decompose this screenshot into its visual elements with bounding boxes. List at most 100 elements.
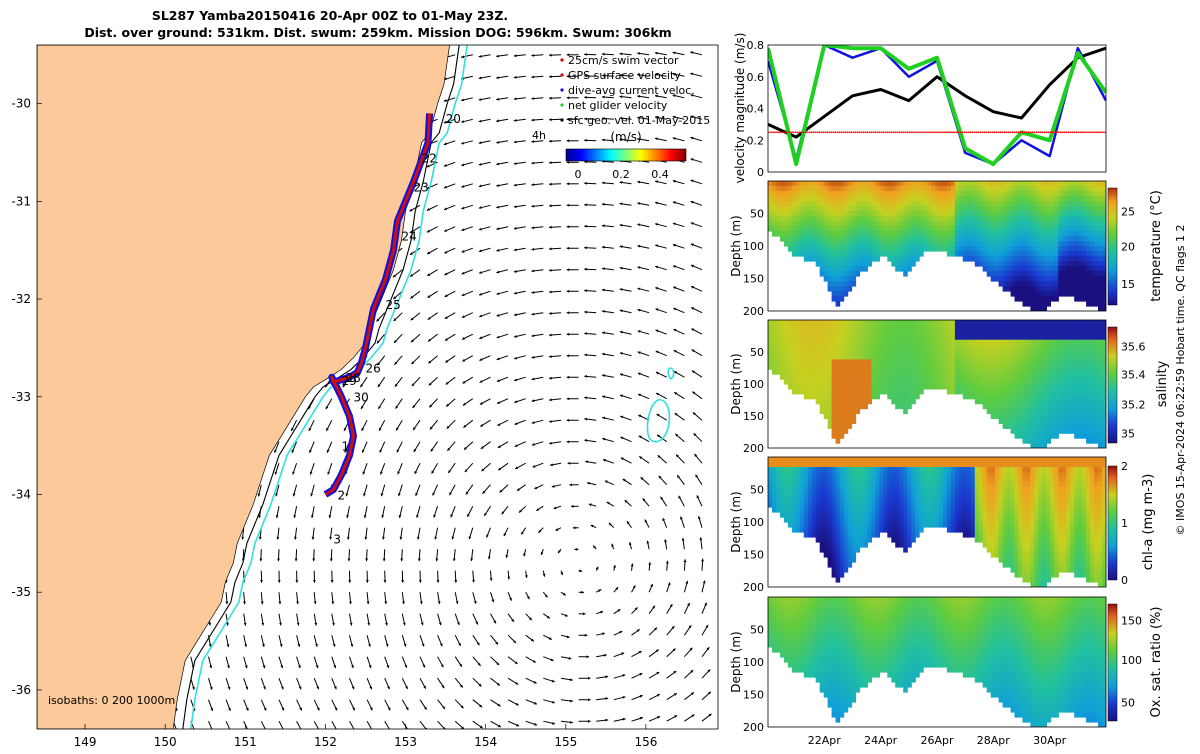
section-cell — [795, 472, 801, 478]
section-cell — [998, 522, 1004, 528]
section-cell — [962, 324, 968, 331]
section-cell — [839, 418, 845, 424]
section-cell — [1026, 349, 1032, 355]
section-cell — [962, 364, 968, 370]
section-cell — [974, 256, 980, 262]
section-cell — [1010, 196, 1016, 202]
section-cell — [847, 403, 853, 410]
section-cell — [791, 231, 797, 237]
section-cell — [958, 487, 964, 493]
section-cell — [855, 320, 861, 326]
section-cell — [839, 201, 845, 207]
section-cell — [859, 467, 865, 473]
section-cell — [1034, 276, 1039, 282]
section-cell — [1070, 256, 1075, 262]
section-cell — [1034, 296, 1039, 302]
section-cell — [891, 472, 896, 478]
section-cell — [1038, 572, 1043, 578]
section-cell — [1098, 206, 1103, 212]
section-cell — [1002, 191, 1008, 197]
section-cell — [823, 384, 829, 390]
section-cell — [923, 339, 928, 346]
colorbar-tick: 0.2 — [612, 168, 630, 181]
section-cell — [998, 512, 1004, 518]
section-cell — [1054, 349, 1059, 355]
section-cell — [962, 522, 968, 528]
section-cell — [903, 246, 908, 252]
section-cell — [799, 211, 805, 217]
section-cell — [1086, 211, 1091, 217]
section-cell — [1066, 482, 1071, 488]
section-cell — [1078, 413, 1083, 419]
section-cell — [954, 196, 960, 202]
section-cell — [1098, 181, 1103, 187]
section-cell — [1090, 344, 1095, 351]
section-cell — [799, 369, 805, 375]
section-cell — [1026, 236, 1032, 242]
section-cell — [998, 537, 1004, 543]
section-cell — [927, 502, 932, 508]
section-cell — [835, 512, 841, 518]
swim-speed-point — [896, 131, 899, 134]
section-cell — [962, 487, 968, 493]
section-cell — [907, 517, 912, 523]
section-cell — [831, 191, 837, 197]
section-cell — [1002, 246, 1008, 252]
section-cell — [819, 537, 825, 543]
section-cell — [1074, 349, 1079, 355]
section-cell — [823, 393, 829, 400]
section-cell — [791, 374, 797, 380]
section-cell — [1074, 216, 1079, 222]
section-cell — [1002, 398, 1008, 405]
section-cell — [827, 418, 833, 424]
section-cell — [835, 384, 841, 390]
section-cell — [1042, 324, 1047, 331]
section-cell — [776, 186, 781, 192]
section-cell — [791, 482, 797, 488]
section-cell — [1082, 211, 1087, 217]
section-cell — [835, 246, 841, 252]
swim-speed-point — [1055, 131, 1058, 134]
section-cell — [1034, 393, 1039, 400]
section-cell — [1022, 186, 1028, 192]
section-cell — [1062, 369, 1067, 375]
section-cell — [1014, 296, 1020, 302]
section-cell — [978, 492, 984, 498]
section-cell — [1026, 231, 1032, 237]
section-cell — [835, 547, 841, 553]
section-cell — [966, 388, 972, 395]
section-cell — [847, 393, 853, 400]
section-cell — [1098, 266, 1103, 272]
section-cell — [875, 221, 880, 227]
section-cell — [998, 492, 1004, 498]
section-cell — [1062, 522, 1067, 528]
section-cell — [986, 181, 992, 187]
section-cell — [931, 487, 936, 493]
section-cell — [1042, 443, 1047, 448]
section-cell — [843, 388, 849, 395]
section-cell — [867, 320, 872, 326]
section-cell — [891, 201, 896, 207]
section-cell — [1070, 206, 1075, 212]
section-cell — [1014, 467, 1020, 473]
section-cell — [1022, 221, 1028, 227]
section-cell — [1070, 428, 1075, 434]
section-cell — [907, 196, 912, 202]
section-cell — [911, 216, 916, 222]
section-cell — [978, 256, 984, 262]
section-cell — [954, 492, 960, 498]
section-cell — [982, 211, 988, 217]
section-cell — [831, 320, 837, 326]
section-cell — [819, 388, 825, 395]
section-cell — [911, 482, 916, 488]
section-cell — [1066, 216, 1071, 222]
section-cell — [811, 369, 817, 375]
section-cell — [1022, 281, 1028, 287]
section-cell — [847, 256, 853, 262]
section-cell — [819, 393, 825, 400]
section-cell — [1074, 186, 1079, 192]
section-cell — [1054, 507, 1059, 513]
section-cell — [887, 186, 892, 192]
section-cell — [907, 369, 912, 375]
section-cell — [1030, 334, 1035, 341]
